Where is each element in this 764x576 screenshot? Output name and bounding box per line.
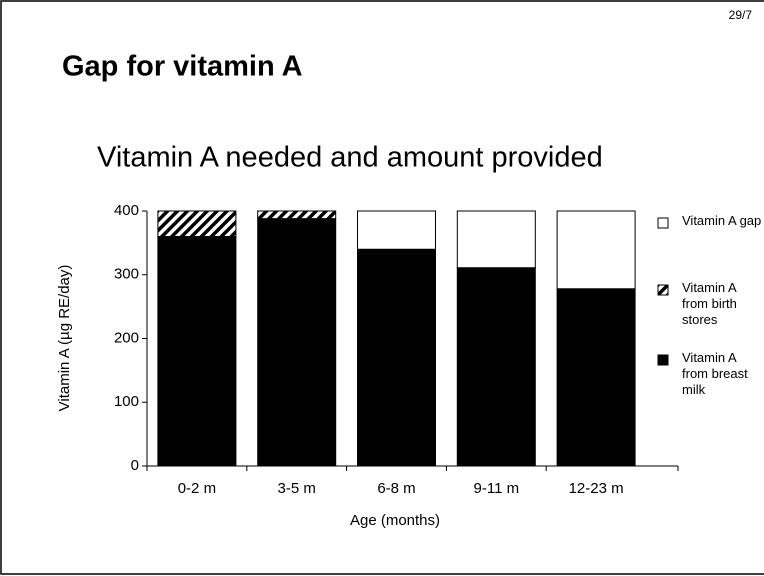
y-tick-label: 400 [114,202,139,219]
slide-title: Gap for vitamin A [62,51,303,83]
y-tick-label: 200 [114,329,139,346]
legend-swatch [657,354,669,366]
y-axis-label: Vitamin A (µg RE/day) [56,265,73,412]
bar-segment [357,248,436,467]
legend-swatch [657,217,669,229]
bar-segment [357,210,436,250]
y-tick-label: 300 [114,266,139,283]
page-number: 29/7 [729,8,753,22]
legend-label: Vitamin A from breast milk [682,350,748,397]
x-tick-label: 9-11 m [474,480,520,497]
x-axis-label: Age (months) [350,512,440,529]
bar-segment [257,218,337,467]
y-tick-label: 0 [131,457,139,474]
x-tick-label: 6-8 m [377,480,415,497]
legend-swatch [657,284,669,296]
bar-segment [456,267,536,467]
chart-title: Vitamin A needed and amount provided [97,142,603,174]
bar-segment [556,288,636,467]
x-tick-label: 12-23 m [569,480,624,497]
legend-label: Vitamin A gap [682,213,762,228]
legend-label: Vitamin A from birth stores [682,280,737,327]
bar-segment [456,210,536,269]
bar-segment [257,210,337,220]
x-tick-label: 3-5 m [278,480,316,497]
bar-segment [157,210,237,237]
y-tick-label: 100 [114,393,139,410]
x-tick-label: 0-2 m [178,480,216,497]
bar-segment [556,210,636,290]
bar-segment [157,236,237,467]
